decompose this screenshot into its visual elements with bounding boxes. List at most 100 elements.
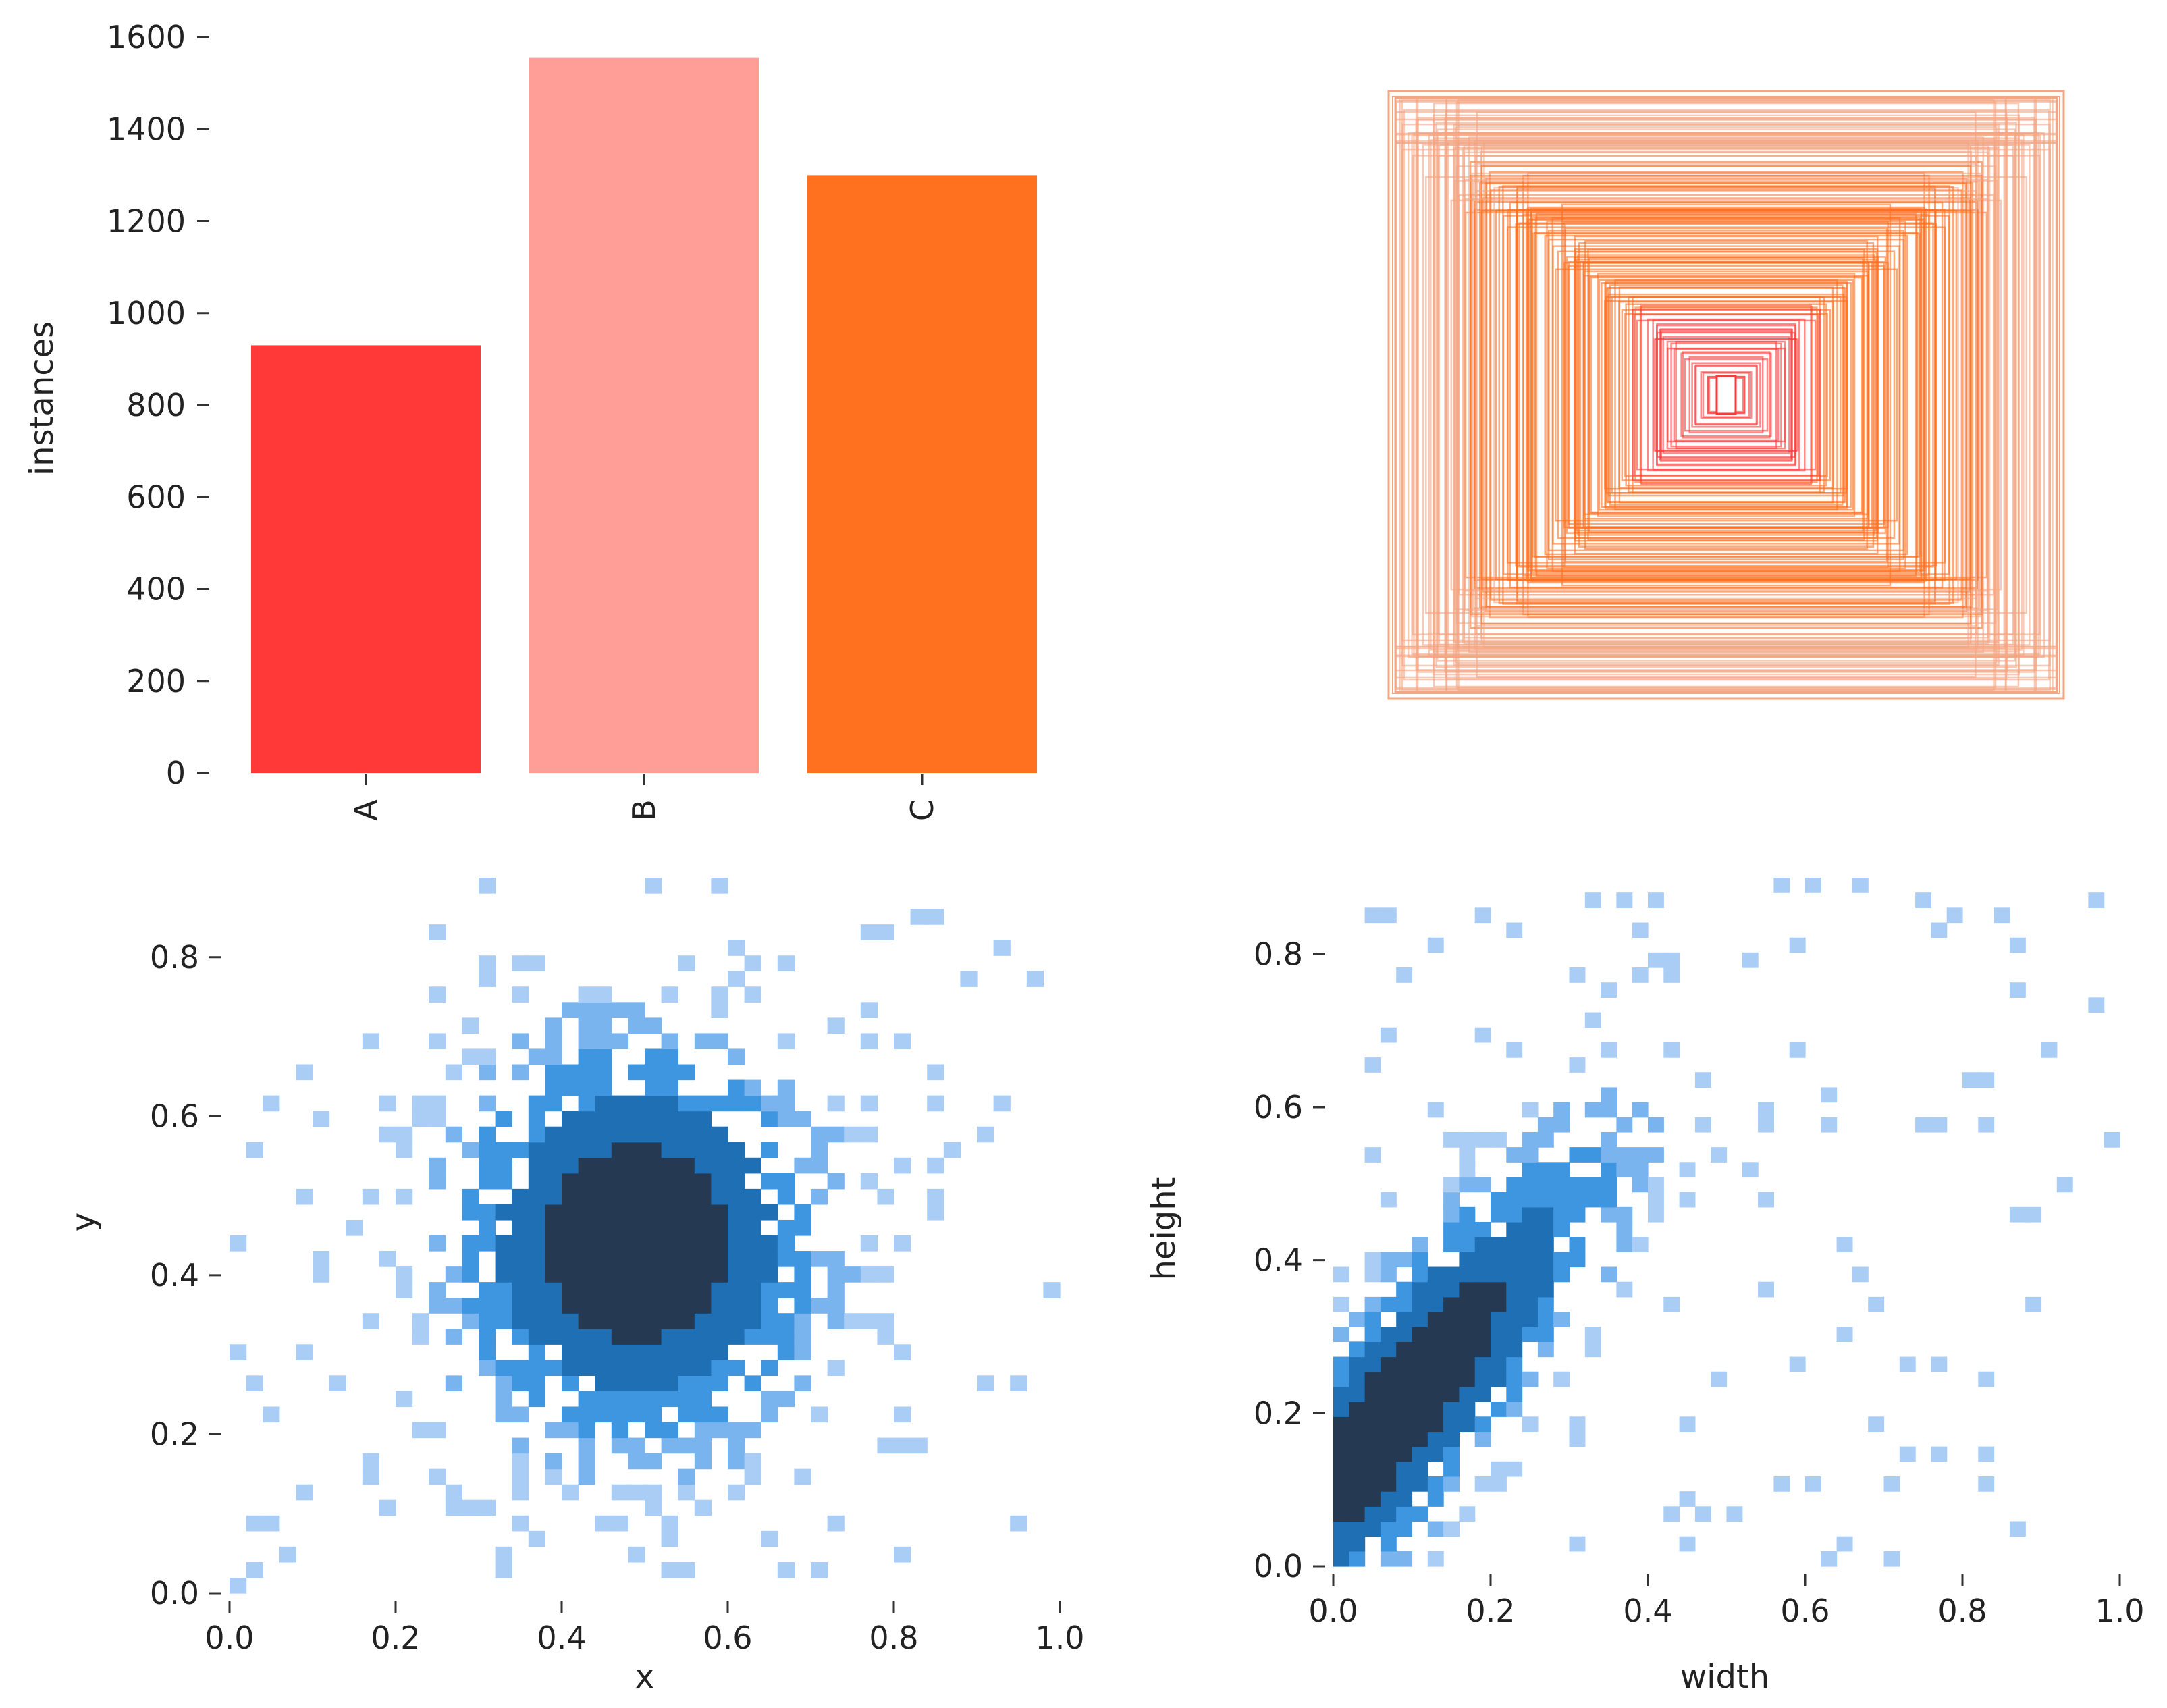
label-box bbox=[1632, 309, 1821, 481]
heatmap-cell bbox=[894, 1235, 911, 1252]
heatmap-cell bbox=[1380, 1386, 1397, 1402]
heatmap-cell bbox=[794, 1298, 811, 1314]
heatmap-cell bbox=[1459, 1162, 1476, 1178]
heatmap-cell bbox=[545, 1188, 562, 1205]
heatmap-cell bbox=[1506, 1461, 1523, 1477]
heatmap-cell bbox=[412, 1095, 429, 1112]
heatmap-cell bbox=[1443, 1521, 1460, 1537]
heatmap-cell bbox=[711, 1313, 728, 1329]
heatmap-cell bbox=[1443, 1327, 1460, 1342]
heatmap-cell bbox=[761, 1204, 778, 1221]
heatmap-cell bbox=[1396, 1356, 1413, 1372]
heatmap-cell bbox=[528, 1204, 545, 1221]
bar-y-tick-label: 1000 bbox=[107, 295, 186, 331]
heatmap-cell bbox=[1522, 1312, 1539, 1327]
heatmap-cell bbox=[711, 1219, 728, 1236]
heatmap-cell bbox=[429, 1468, 446, 1485]
heatmap-cell bbox=[545, 1157, 562, 1174]
heatmap-cell bbox=[1789, 1042, 1806, 1058]
heatmap-cell bbox=[412, 1422, 429, 1439]
heatmap-cell bbox=[827, 1313, 845, 1329]
heatmap-cell bbox=[1883, 1551, 1900, 1567]
heatmap-cell bbox=[1364, 907, 1381, 924]
heatmap-cell bbox=[628, 1344, 645, 1360]
heatmap-cell bbox=[512, 1468, 529, 1485]
bar-y-tick-label: 400 bbox=[126, 571, 186, 608]
heatmap-cell bbox=[927, 909, 944, 925]
heatmap-cell bbox=[645, 1017, 662, 1034]
label-box bbox=[1413, 132, 2039, 658]
heatmap-cell bbox=[1616, 1117, 1633, 1133]
heatmap-cell bbox=[1616, 1206, 1633, 1223]
label-box bbox=[1700, 371, 1753, 419]
heatmap-cell bbox=[1412, 1296, 1428, 1312]
x-tick-label: 0.4 bbox=[537, 1620, 586, 1656]
heatmap-cell bbox=[296, 1188, 313, 1205]
heatmap-cell bbox=[1364, 1476, 1381, 1492]
heatmap-cell bbox=[578, 1329, 595, 1345]
heatmap-cell bbox=[611, 1437, 628, 1454]
heatmap-cell bbox=[1648, 1192, 1664, 1208]
heatmap-cell bbox=[379, 1126, 396, 1143]
heatmap-cell bbox=[1491, 1341, 1507, 1358]
heatmap-cell bbox=[1443, 1446, 1460, 1462]
heatmap-cell bbox=[512, 955, 529, 971]
heatmap-cell bbox=[1537, 1162, 1554, 1178]
heatmap-cell bbox=[1773, 1476, 1790, 1492]
heatmap-cell bbox=[1758, 1117, 1774, 1133]
heatmap-cell bbox=[462, 1017, 479, 1034]
heatmap-cell bbox=[1396, 1416, 1413, 1433]
heatmap-cell bbox=[827, 1126, 845, 1143]
heatmap-cell bbox=[1852, 878, 1869, 893]
heatmap-cell bbox=[1868, 1416, 1885, 1433]
heatmap-cell bbox=[694, 1344, 712, 1360]
heatmap-cell bbox=[611, 1111, 628, 1127]
heatmap-cell bbox=[628, 1002, 645, 1018]
heatmap-cell bbox=[595, 1375, 612, 1392]
heatmap-cell bbox=[844, 1313, 861, 1329]
heatmap-cell bbox=[1364, 1252, 1381, 1268]
label-box bbox=[1682, 351, 1771, 439]
heatmap-cell bbox=[1978, 1371, 1995, 1387]
heatmap-cell bbox=[694, 1173, 712, 1190]
heatmap-cell bbox=[628, 1142, 645, 1158]
label-box bbox=[1552, 245, 1900, 545]
heatmap-cell bbox=[1537, 1222, 1554, 1237]
heatmap-cell bbox=[811, 1157, 828, 1174]
heatmap-cell bbox=[1632, 1162, 1649, 1178]
heatmap-cell bbox=[445, 1126, 462, 1143]
heatmap-cell bbox=[661, 1188, 678, 1205]
heatmap-cell bbox=[1569, 1177, 1586, 1193]
heatmap-cell bbox=[1427, 1431, 1444, 1447]
heatmap-cell bbox=[1836, 1327, 1853, 1342]
heatmap-cell bbox=[545, 1298, 562, 1314]
heatmap-cell bbox=[694, 1406, 712, 1423]
heatmap-cell bbox=[445, 1298, 462, 1314]
heatmap-cell bbox=[661, 1282, 678, 1298]
heatmap-cell bbox=[711, 1173, 728, 1190]
heatmap-cell bbox=[661, 1173, 678, 1190]
label-box bbox=[1579, 261, 1873, 529]
heatmap-cell bbox=[1380, 1521, 1397, 1537]
heatmap-cell bbox=[1364, 1446, 1381, 1462]
heatmap-cell bbox=[1349, 1491, 1366, 1507]
heatmap-cell bbox=[1010, 1515, 1027, 1532]
heatmap-cell bbox=[628, 1406, 645, 1423]
heatmap-cell bbox=[744, 1204, 761, 1221]
heatmap-cell bbox=[578, 1298, 595, 1314]
heatmap-cell bbox=[645, 1235, 662, 1252]
heatmap-cell bbox=[1522, 1131, 1539, 1148]
heatmap-cell bbox=[1537, 1192, 1554, 1208]
heatmap-cell bbox=[860, 1266, 878, 1283]
heatmap-cell bbox=[744, 1235, 761, 1252]
heatmap-cell bbox=[528, 1391, 545, 1408]
heatmap-cell bbox=[611, 1266, 628, 1283]
heatmap-cell bbox=[694, 1095, 712, 1112]
label-box bbox=[1394, 118, 2058, 672]
heatmap-cell bbox=[562, 1173, 579, 1190]
label-box bbox=[1430, 139, 2023, 651]
heatmap-cell bbox=[661, 1251, 678, 1267]
heatmap-cell bbox=[1569, 1237, 1586, 1252]
heatmap-cell bbox=[661, 1391, 678, 1408]
heatmap-cell bbox=[694, 1157, 712, 1174]
